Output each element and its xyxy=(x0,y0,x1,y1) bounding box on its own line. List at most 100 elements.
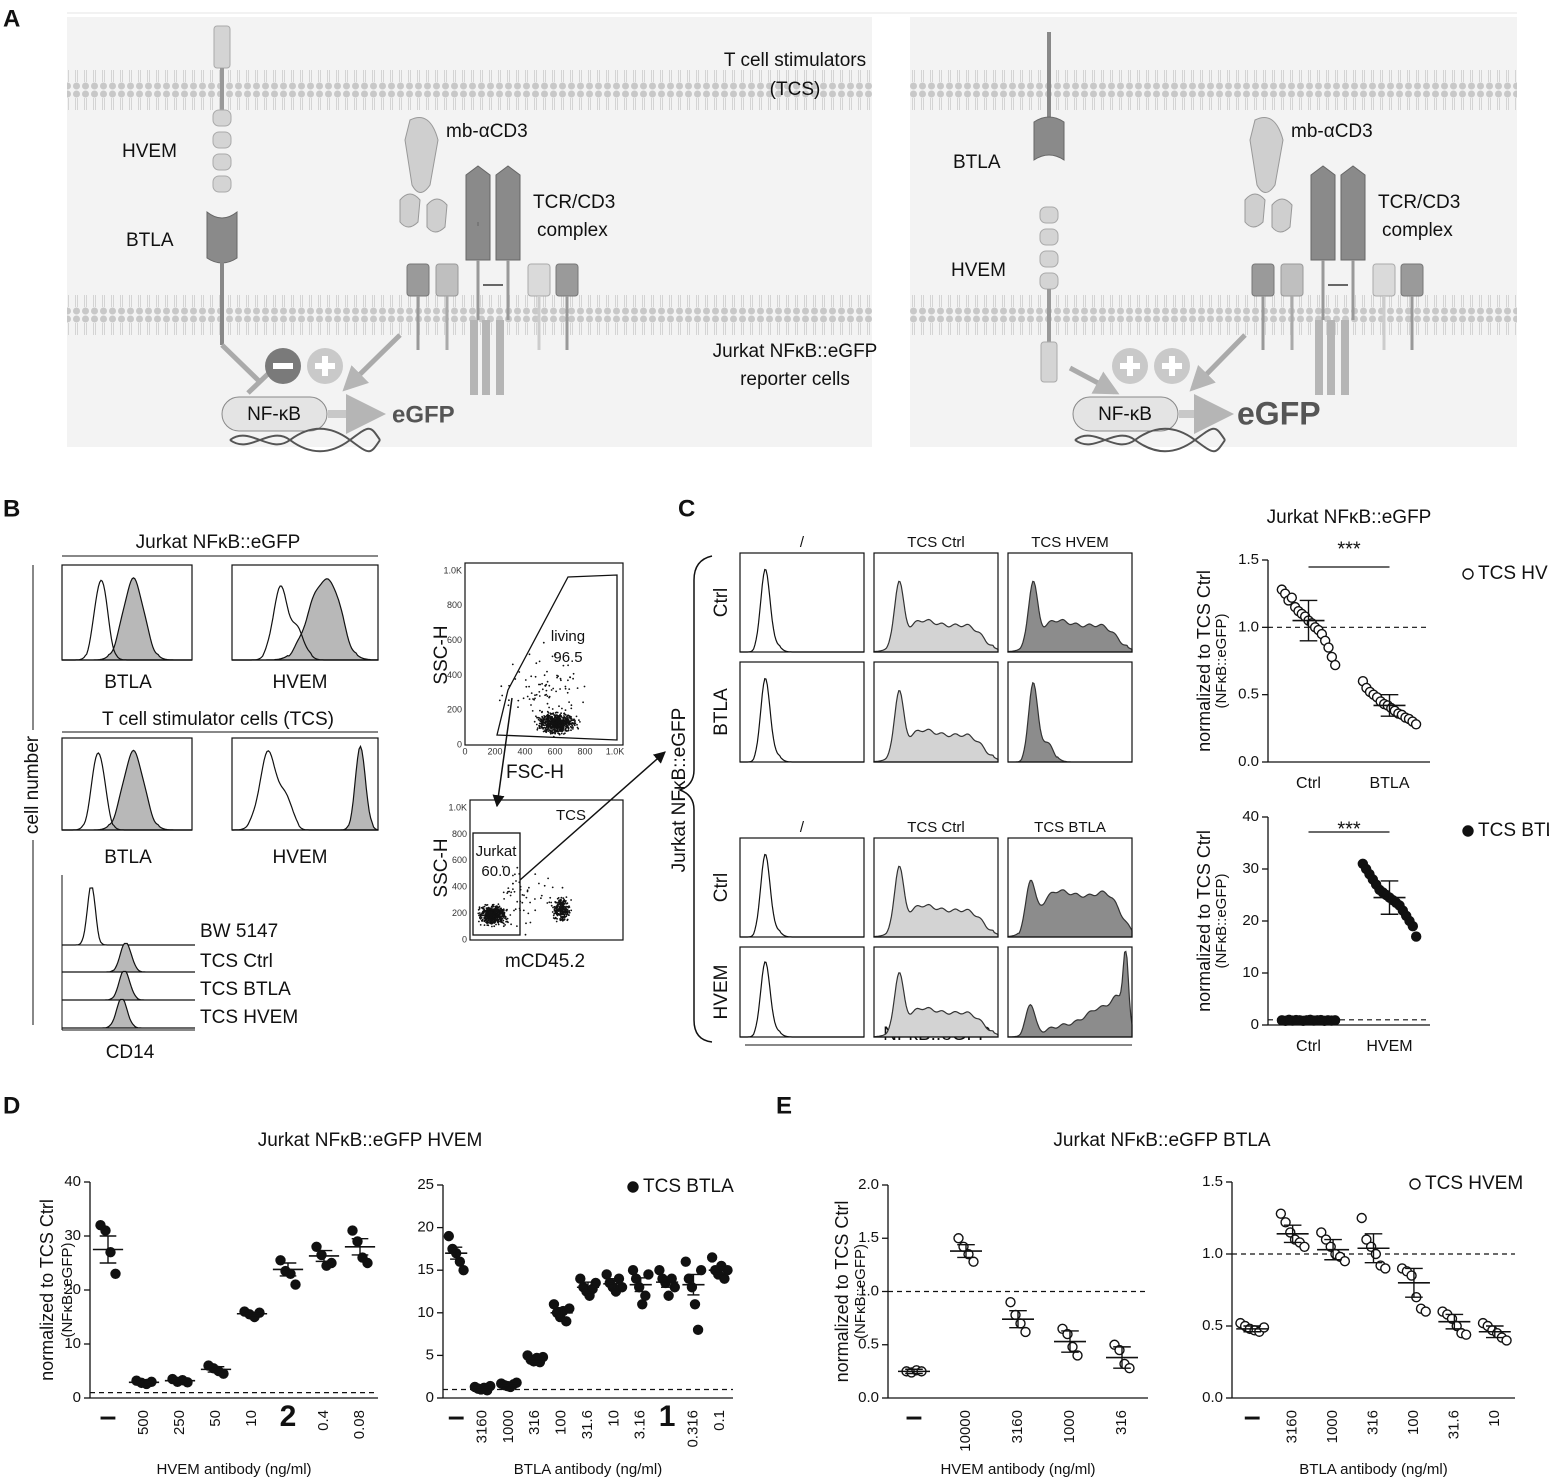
protein-label: mb-αCD3 xyxy=(446,121,528,142)
event-dot xyxy=(564,908,567,911)
event-dot xyxy=(483,905,486,908)
event-dot xyxy=(529,901,531,904)
event-dot xyxy=(540,724,543,727)
event-dot xyxy=(554,911,557,913)
event-dot xyxy=(497,918,500,921)
event-dot xyxy=(570,707,573,710)
event-dot xyxy=(535,693,538,696)
gate-value: 96.5 xyxy=(553,649,582,666)
event-dot xyxy=(490,923,493,925)
tick-label: 0 xyxy=(457,739,462,749)
error-bar xyxy=(1380,880,1399,915)
event-dot xyxy=(540,719,543,722)
y-tick-label: 1.5 xyxy=(1238,551,1259,568)
plot-frame xyxy=(1007,661,1133,763)
event-dot xyxy=(486,904,489,906)
event-dot xyxy=(537,718,540,721)
event-dot xyxy=(555,920,558,923)
event-dot xyxy=(554,716,556,719)
event-dot xyxy=(517,706,519,708)
event-dot xyxy=(555,690,557,693)
event-dot xyxy=(537,716,540,719)
event-dot xyxy=(511,663,514,666)
x-tick-label: – xyxy=(1244,1400,1261,1433)
y-tick-label: 30 xyxy=(1242,860,1259,877)
y-axis-label: normalized to TCS Ctrl xyxy=(37,1199,57,1381)
y-tick-label: 0.5 xyxy=(1238,686,1259,703)
event-dot xyxy=(545,717,548,720)
data-point xyxy=(637,1299,648,1310)
histogram-curve xyxy=(873,865,999,938)
event-dot xyxy=(524,679,527,681)
event-dot xyxy=(548,684,551,687)
x-tick-label: BTLA xyxy=(1369,775,1409,792)
event-dot xyxy=(558,725,561,728)
event-dot xyxy=(492,915,495,918)
event-dot xyxy=(488,912,491,915)
event-dot xyxy=(553,912,556,915)
x-tick-label: – xyxy=(100,1400,117,1433)
data-point xyxy=(1410,719,1422,730)
event-dot xyxy=(564,901,567,903)
event-dot xyxy=(565,726,568,729)
event-dot xyxy=(554,732,556,735)
panel-letter: E xyxy=(776,1092,792,1119)
hist-label: BTLA xyxy=(104,672,152,693)
histogram-curve xyxy=(740,677,864,763)
event-dot xyxy=(493,912,496,915)
event-dot xyxy=(571,722,574,725)
tick-label: 0 xyxy=(462,746,467,756)
protein-label: complex xyxy=(1382,220,1453,241)
event-dot xyxy=(525,685,528,688)
data-point xyxy=(100,1225,111,1236)
row-label: Ctrl xyxy=(711,873,732,903)
y-tick-label: 10 xyxy=(417,1304,434,1321)
cd14-label: TCS Ctrl xyxy=(200,951,273,972)
event-dot xyxy=(480,906,483,909)
event-dot xyxy=(556,711,559,714)
event-dot xyxy=(531,710,534,712)
gate-label: Jurkat xyxy=(476,843,518,860)
event-dot xyxy=(538,727,541,729)
event-dot xyxy=(570,704,573,707)
data-point xyxy=(1316,1227,1327,1238)
event-dot xyxy=(509,894,512,897)
event-dot xyxy=(557,720,560,722)
error-bar xyxy=(1445,1313,1464,1330)
error-bar xyxy=(171,1377,189,1384)
data-point xyxy=(110,1268,121,1280)
event-dot xyxy=(549,725,551,728)
error-bar xyxy=(1485,1325,1504,1339)
event-dot xyxy=(563,905,566,908)
event-dot xyxy=(551,708,554,710)
event-dot xyxy=(478,914,480,917)
event-dot xyxy=(536,728,539,731)
event-dot xyxy=(546,726,548,728)
event-dot xyxy=(477,908,480,911)
event-dot xyxy=(501,694,504,697)
event-dot xyxy=(550,904,553,907)
event-dot xyxy=(500,912,503,915)
event-dot xyxy=(483,908,485,911)
event-dot xyxy=(582,701,584,704)
event-dot xyxy=(561,729,564,731)
event-dot xyxy=(530,692,533,694)
data-point xyxy=(627,1264,639,1276)
event-dot xyxy=(559,903,562,905)
event-dot xyxy=(534,694,536,697)
event-dot xyxy=(502,913,505,916)
event-dot xyxy=(556,914,559,917)
data-point xyxy=(640,1290,651,1301)
event-dot xyxy=(565,902,568,905)
event-dot xyxy=(541,715,543,718)
data-point xyxy=(1005,1296,1016,1308)
y-tick-label: 30 xyxy=(64,1227,81,1244)
x-tick-label: 0.4 xyxy=(315,1410,332,1431)
event-dot xyxy=(495,915,498,917)
data-point xyxy=(680,1256,691,1267)
event-dot xyxy=(512,882,514,885)
event-dot xyxy=(538,722,541,725)
x-tick-label: 1000 xyxy=(1324,1410,1341,1443)
event-dot xyxy=(558,705,560,708)
event-dot xyxy=(554,714,556,716)
